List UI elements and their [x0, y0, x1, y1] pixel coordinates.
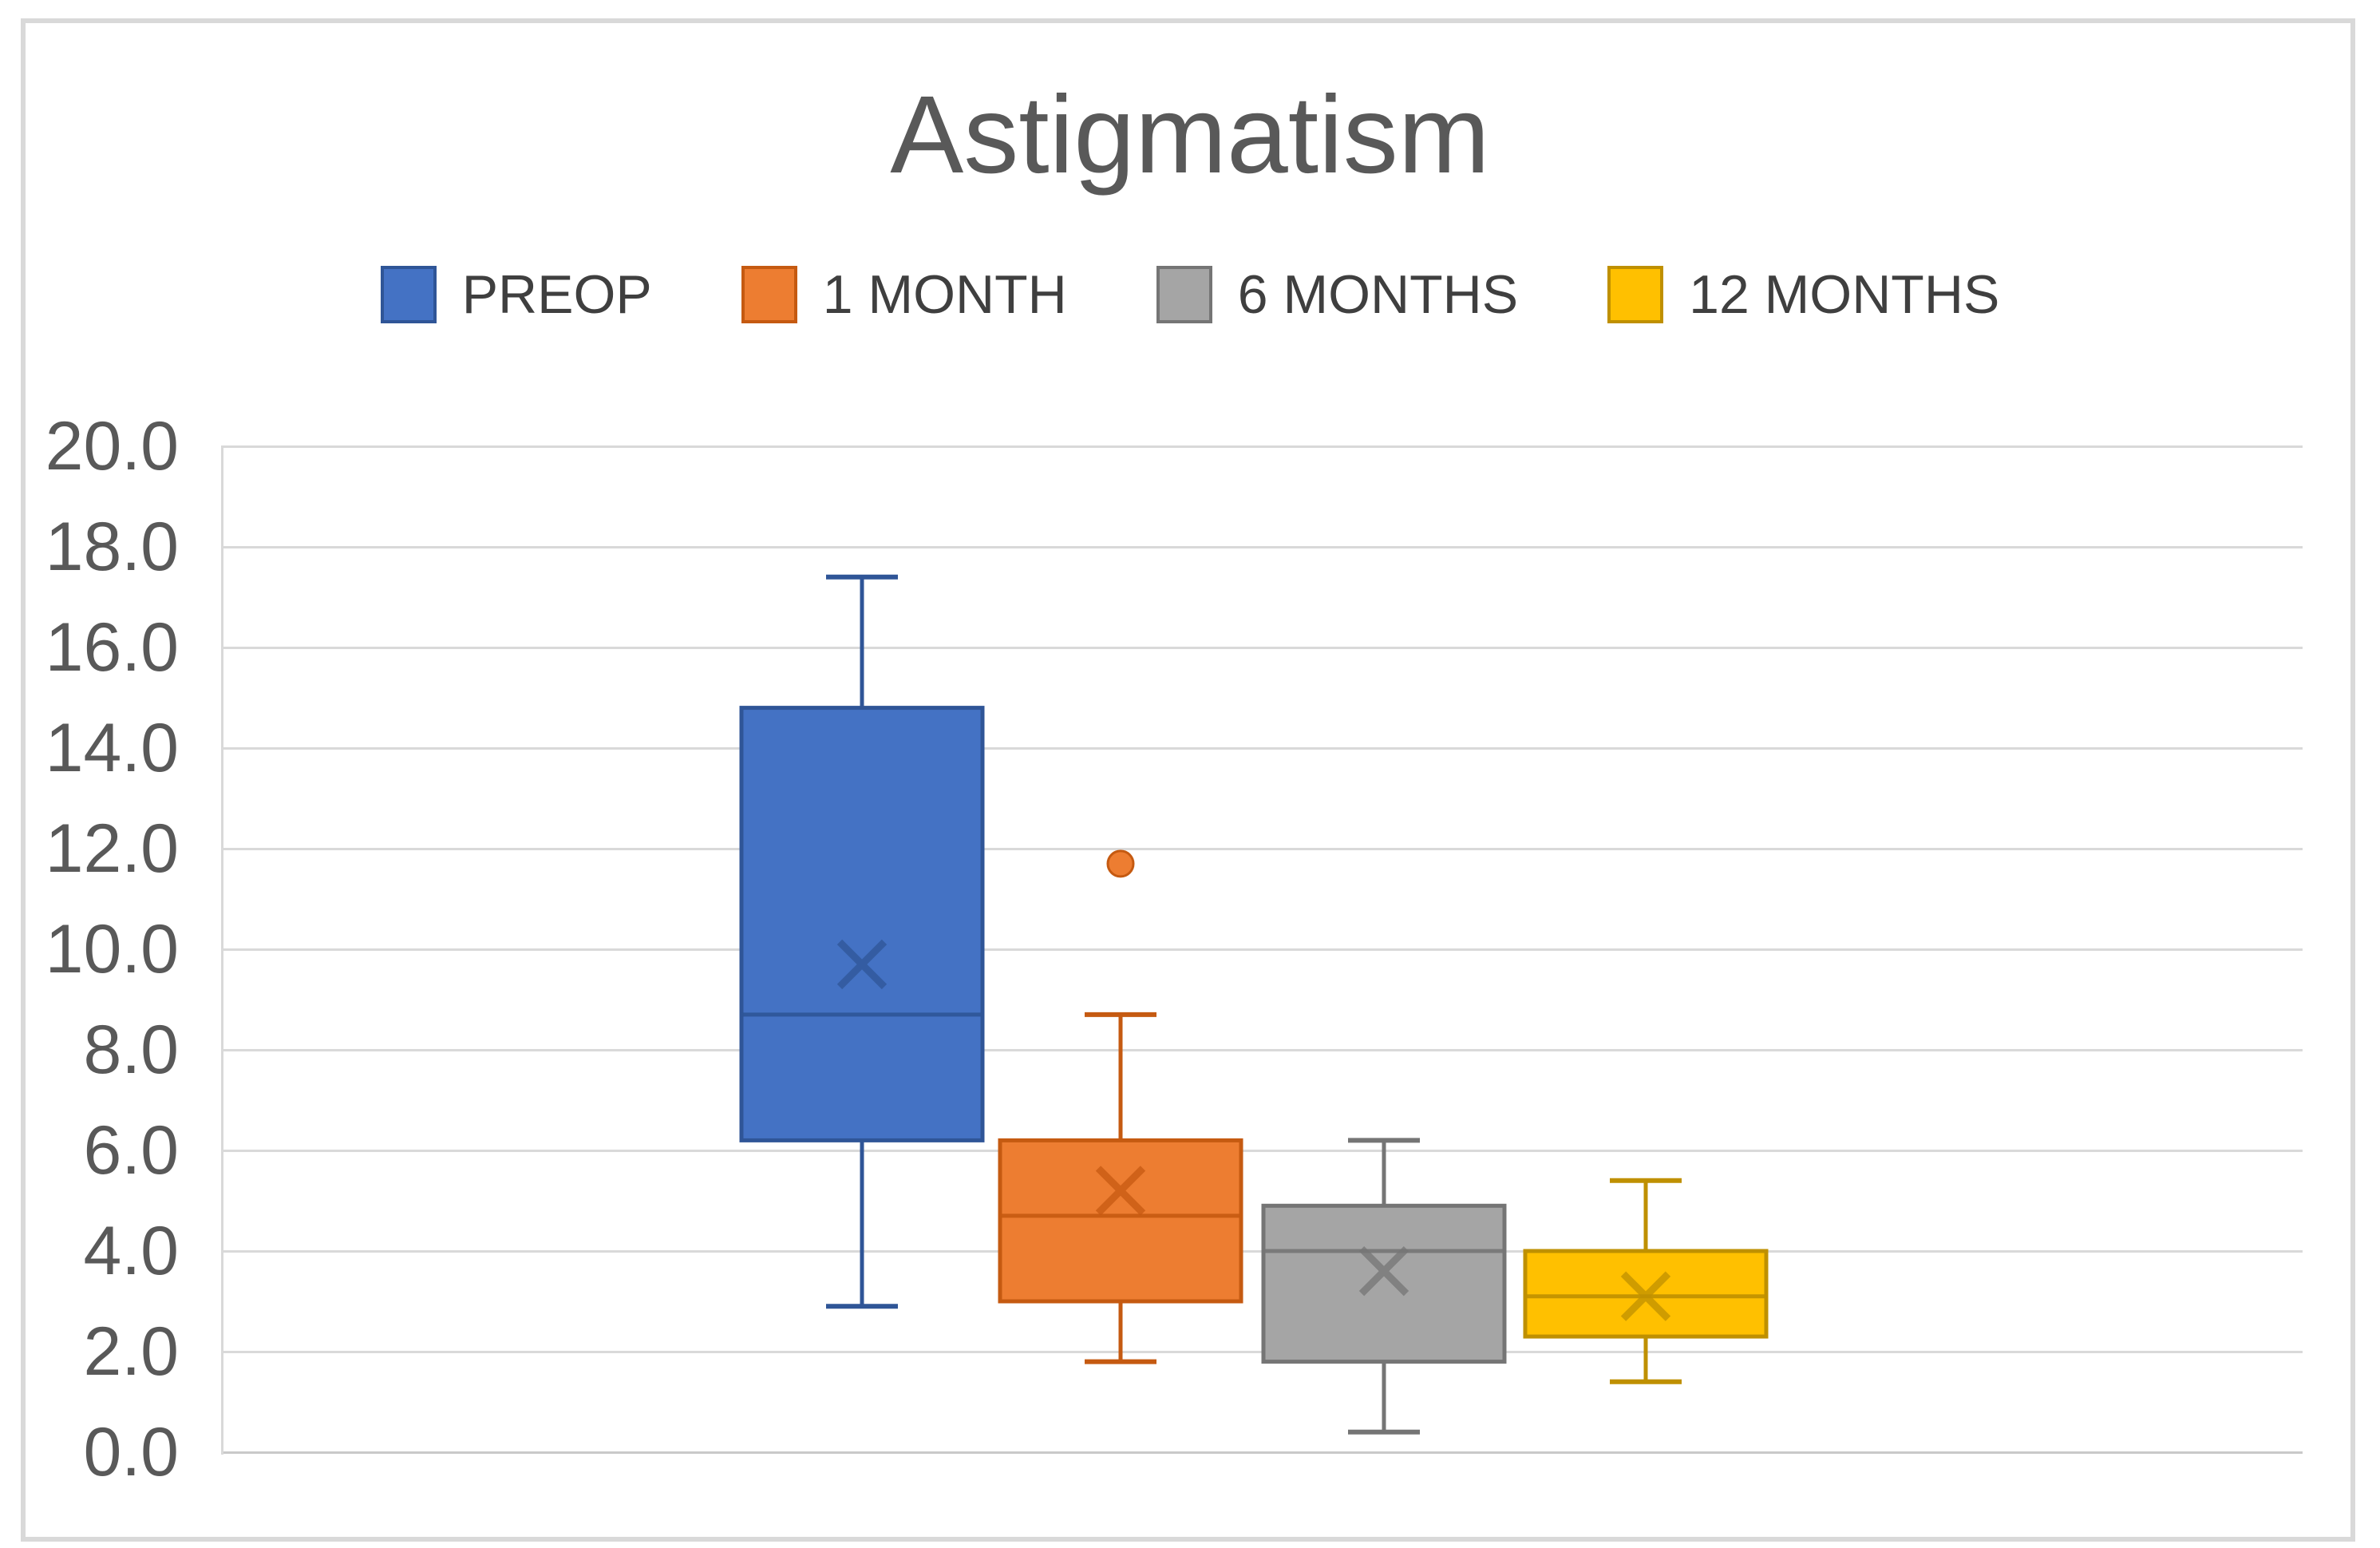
y-axis-label: 6.0: [83, 1112, 179, 1189]
legend-item-12-months: 12 MONTHS: [1607, 263, 1999, 326]
y-axis-label: 16.0: [45, 609, 179, 686]
y-axis-label: 14.0: [45, 710, 179, 786]
legend-label: 6 MONTHS: [1237, 264, 1519, 325]
gridline: [221, 847, 2303, 850]
gridline: [221, 948, 2303, 951]
x-axis-line: [221, 1451, 2303, 1454]
mean-marker: [1620, 1271, 1671, 1321]
legend-swatch-preop: [380, 266, 437, 323]
gridline: [221, 445, 2303, 448]
y-axis-label: 8.0: [83, 1012, 179, 1088]
legend: PREOP 1 MONTH 6 MONTHS 12 MONTHS: [0, 260, 2380, 329]
iqr-box: [1261, 1203, 1507, 1364]
y-axis-label: 12.0: [45, 810, 179, 887]
y-axis-line: [221, 446, 223, 1455]
legend-label: 1 MONTH: [822, 264, 1067, 325]
mean-marker: [1095, 1166, 1146, 1216]
gridline: [221, 746, 2303, 750]
y-axis-label: 20.0: [45, 408, 179, 485]
figure-border: [21, 18, 2355, 1542]
y-axis-label: 10.0: [45, 911, 179, 988]
iqr-box: [739, 706, 985, 1142]
mean-marker: [1358, 1246, 1409, 1297]
y-axis-label: 18.0: [45, 509, 179, 585]
legend-swatch-12-months: [1607, 266, 1664, 323]
outlier-point: [1106, 849, 1135, 878]
iqr-box: [998, 1138, 1243, 1304]
legend-item-1-month: 1 MONTH: [741, 263, 1067, 326]
y-axis-label: 2.0: [83, 1313, 179, 1390]
gridline: [221, 545, 2303, 548]
y-axis-label: 0.0: [83, 1414, 179, 1491]
mean-marker: [836, 939, 888, 990]
legend-swatch-1-month: [741, 266, 797, 323]
legend-label: 12 MONTHS: [1689, 264, 2000, 325]
legend-item-preop: PREOP: [380, 263, 652, 326]
legend-label: PREOP: [461, 264, 652, 325]
box-plot-preop: [739, 574, 985, 1309]
box-plot-6-months: [1261, 1138, 1507, 1435]
gridline: [221, 1048, 2303, 1051]
chart-title: Astigmatism: [890, 73, 1490, 196]
box-plot-1-month: [998, 849, 1243, 1364]
y-axis-label: 4.0: [83, 1213, 179, 1289]
gridline: [221, 646, 2303, 649]
box-plot-12-months: [1523, 1178, 1769, 1384]
legend-swatch-6-months: [1156, 266, 1212, 323]
gridline: [221, 1149, 2303, 1152]
legend-item-6-months: 6 MONTHS: [1156, 263, 1518, 326]
